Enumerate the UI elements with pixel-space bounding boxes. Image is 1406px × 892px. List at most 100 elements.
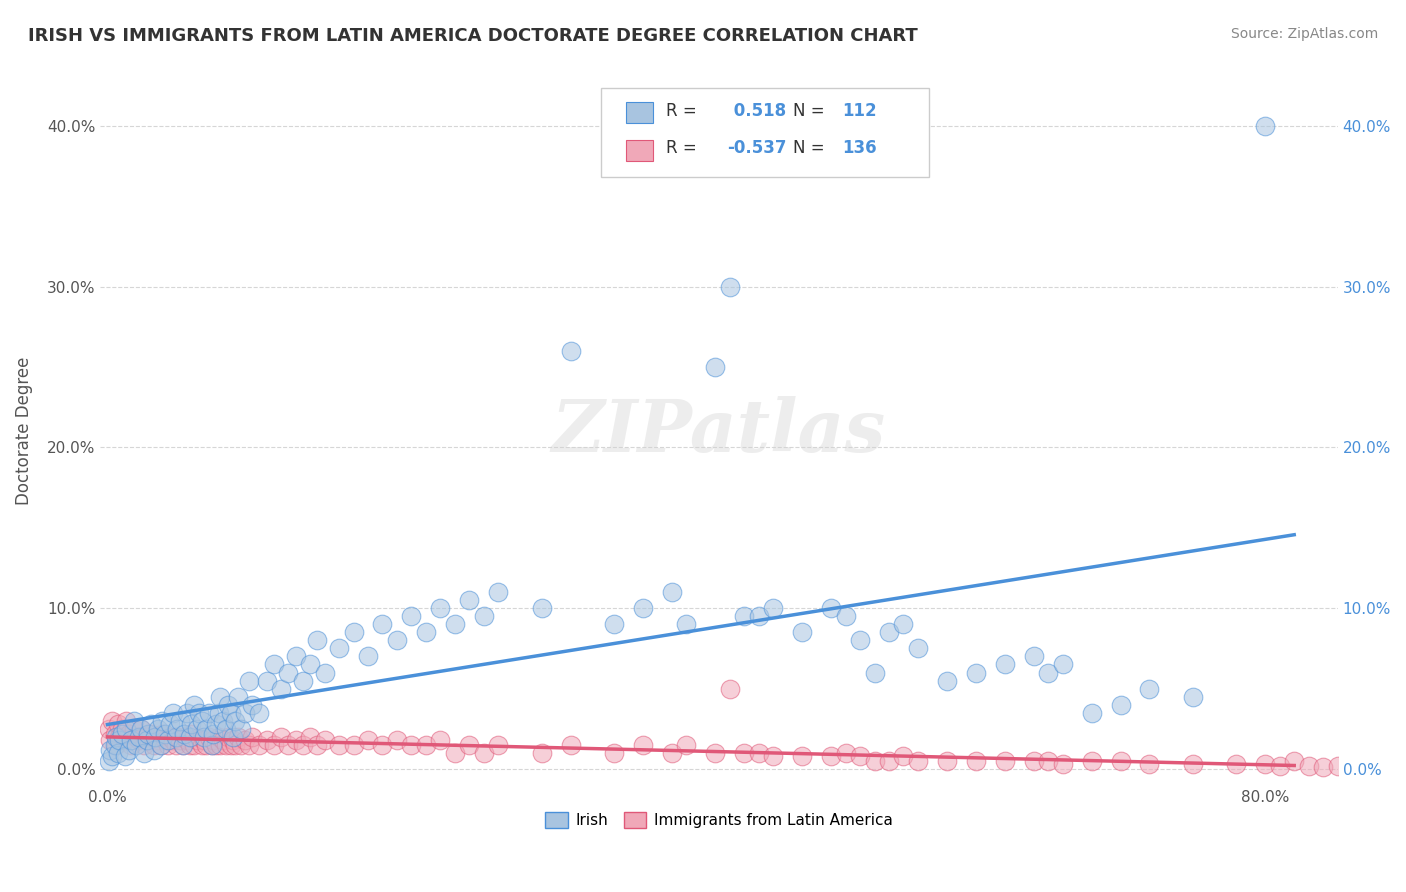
Point [111, 722, 134, 736]
Point [205, 717, 228, 731]
Point [108, 730, 131, 744]
Point [150, 738, 173, 752]
Point [176, 706, 198, 720]
Point [1109, 754, 1132, 768]
Point [849, 633, 872, 648]
Point [165, 730, 187, 744]
Point [1022, 754, 1045, 768]
Point [1298, 759, 1320, 773]
Point [229, 722, 252, 736]
Point [136, 726, 159, 740]
Point [111, 726, 134, 740]
Point [415, 625, 437, 640]
Point [180, 717, 202, 731]
Point [385, 633, 408, 648]
Point [631, 738, 654, 752]
Point [357, 649, 380, 664]
Point [240, 730, 263, 744]
Point [443, 617, 465, 632]
Point [935, 754, 957, 768]
Point [256, 733, 278, 747]
Point [187, 730, 209, 744]
Point [718, 681, 741, 696]
Point [893, 617, 915, 632]
Point [136, 733, 159, 747]
Point [125, 730, 148, 744]
Point [222, 730, 245, 744]
Point [122, 722, 145, 736]
Point [748, 746, 770, 760]
Point [186, 733, 208, 747]
Point [718, 279, 741, 293]
Point [284, 733, 307, 747]
Point [270, 681, 292, 696]
Point [1282, 754, 1305, 768]
Legend: Irish, Immigrants from Latin America: Irish, Immigrants from Latin America [538, 805, 898, 834]
Point [299, 657, 322, 672]
Point [263, 657, 285, 672]
Point [1254, 119, 1277, 133]
Point [314, 733, 336, 747]
Point [1139, 681, 1161, 696]
Point [125, 738, 148, 752]
Point [733, 746, 755, 760]
Point [472, 746, 495, 760]
Point [238, 738, 260, 752]
Point [1225, 757, 1247, 772]
Point [328, 738, 350, 752]
Point [357, 733, 380, 747]
Point [458, 738, 481, 752]
Point [201, 738, 224, 752]
Point [152, 726, 174, 740]
Point [187, 706, 209, 720]
Text: Source: ZipAtlas.com: Source: ZipAtlas.com [1230, 27, 1378, 41]
Point [169, 714, 191, 728]
Point [1268, 759, 1291, 773]
Point [704, 359, 727, 374]
Point [1022, 649, 1045, 664]
Point [202, 726, 225, 740]
Point [194, 722, 217, 736]
Point [118, 742, 141, 756]
Point [104, 726, 127, 740]
Point [893, 749, 915, 764]
Point [146, 722, 169, 736]
Point [139, 717, 162, 731]
Point [193, 730, 215, 744]
Point [132, 738, 155, 752]
Point [1254, 757, 1277, 772]
Point [443, 746, 465, 760]
Point [155, 733, 177, 747]
Point [401, 609, 423, 624]
Point [907, 754, 929, 768]
Text: 112: 112 [842, 102, 877, 120]
Point [198, 706, 221, 720]
Point [1326, 759, 1348, 773]
Point [166, 730, 188, 744]
Point [834, 746, 856, 760]
Point [115, 722, 138, 736]
Point [101, 749, 124, 764]
Point [155, 726, 177, 740]
Point [194, 738, 217, 752]
Text: IRISH VS IMMIGRANTS FROM LATIN AMERICA DOCTORATE DEGREE CORRELATION CHART: IRISH VS IMMIGRANTS FROM LATIN AMERICA D… [28, 27, 918, 45]
Point [935, 673, 957, 688]
Point [994, 657, 1017, 672]
Point [183, 698, 205, 712]
Point [173, 726, 195, 740]
Point [661, 746, 683, 760]
Point [190, 714, 212, 728]
Point [165, 738, 187, 752]
Point [209, 690, 232, 704]
Point [486, 738, 509, 752]
Point [965, 754, 987, 768]
Point [762, 749, 785, 764]
Point [291, 738, 314, 752]
Point [100, 733, 122, 747]
FancyBboxPatch shape [602, 88, 929, 177]
Point [1038, 754, 1060, 768]
Point [233, 706, 256, 720]
Point [215, 722, 238, 736]
Point [371, 738, 394, 752]
Text: 0.518: 0.518 [728, 102, 786, 120]
